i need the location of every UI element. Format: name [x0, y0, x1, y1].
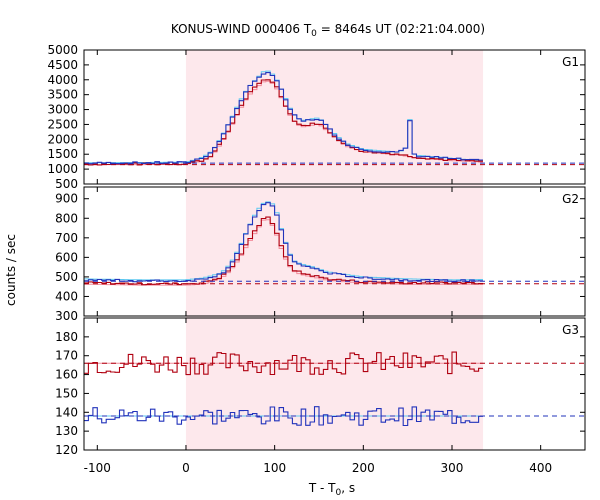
panel-label: G1: [562, 55, 579, 69]
x-tick-label: -100: [84, 461, 111, 475]
y-tick-label: 130: [55, 424, 78, 438]
y-axis-label: counts / sec: [4, 234, 18, 306]
x-tick-label: 300: [441, 461, 464, 475]
y-tick-label: 3000: [47, 103, 78, 117]
y-tick-label: 500: [55, 270, 78, 284]
plot-area: 500100015002000250030003500400045005000G…: [47, 43, 586, 475]
x-axis-label: T - T0, s: [308, 481, 355, 498]
x-tick-label: 0: [182, 461, 190, 475]
y-tick-label: 500: [55, 177, 78, 191]
panel-G2-light-blue-curve: [84, 201, 483, 281]
panel-G2-red-curve: [84, 216, 483, 286]
panel-G2-blue-curve: [84, 202, 483, 283]
x-tick-label: 400: [529, 461, 552, 475]
chart-title-subscript: 0: [311, 29, 317, 39]
chart-title: KONUS-WIND 000406 T0 = 8464s UT (02:21:0…: [171, 22, 485, 39]
panel-G3-frame: [83, 317, 586, 451]
y-tick-label: 2500: [47, 117, 78, 131]
panel-label: G3: [562, 323, 579, 337]
x-tick-label: 100: [263, 461, 286, 475]
panel-label: G2: [562, 192, 579, 206]
y-tick-label: 2000: [47, 132, 78, 146]
y-tick-label: 1500: [47, 147, 78, 161]
y-tick-label: 120: [55, 443, 78, 457]
y-tick-label: 800: [55, 211, 78, 225]
panel-G2-frame: [83, 186, 586, 317]
y-tick-label: 700: [55, 231, 78, 245]
y-tick-label: 140: [55, 405, 78, 419]
y-tick-label: 300: [55, 309, 78, 323]
y-tick-label: 170: [55, 349, 78, 363]
x-axis-label-subscript: 0: [336, 488, 342, 498]
y-tick-label: 4000: [47, 73, 78, 87]
shaded-interval: [185, 50, 484, 450]
panel-G3-blue-curve: [84, 406, 483, 427]
y-tick-label: 150: [55, 386, 78, 400]
y-tick-label: 180: [55, 330, 78, 344]
panel-G1-frame: [83, 49, 586, 185]
y-tick-label: 600: [55, 250, 78, 264]
y-tick-label: 400: [55, 289, 78, 303]
panel-G2-pink-curve: [84, 219, 483, 286]
y-tick-label: 1000: [47, 162, 78, 176]
panel-G3-red-curve: [84, 351, 483, 376]
y-tick-label: 900: [55, 192, 78, 206]
x-tick-label: 200: [352, 461, 375, 475]
y-tick-label: 160: [55, 368, 78, 382]
y-tick-label: 3500: [47, 88, 78, 102]
y-tick-label: 5000: [47, 43, 78, 57]
y-tick-label: 4500: [47, 58, 78, 72]
